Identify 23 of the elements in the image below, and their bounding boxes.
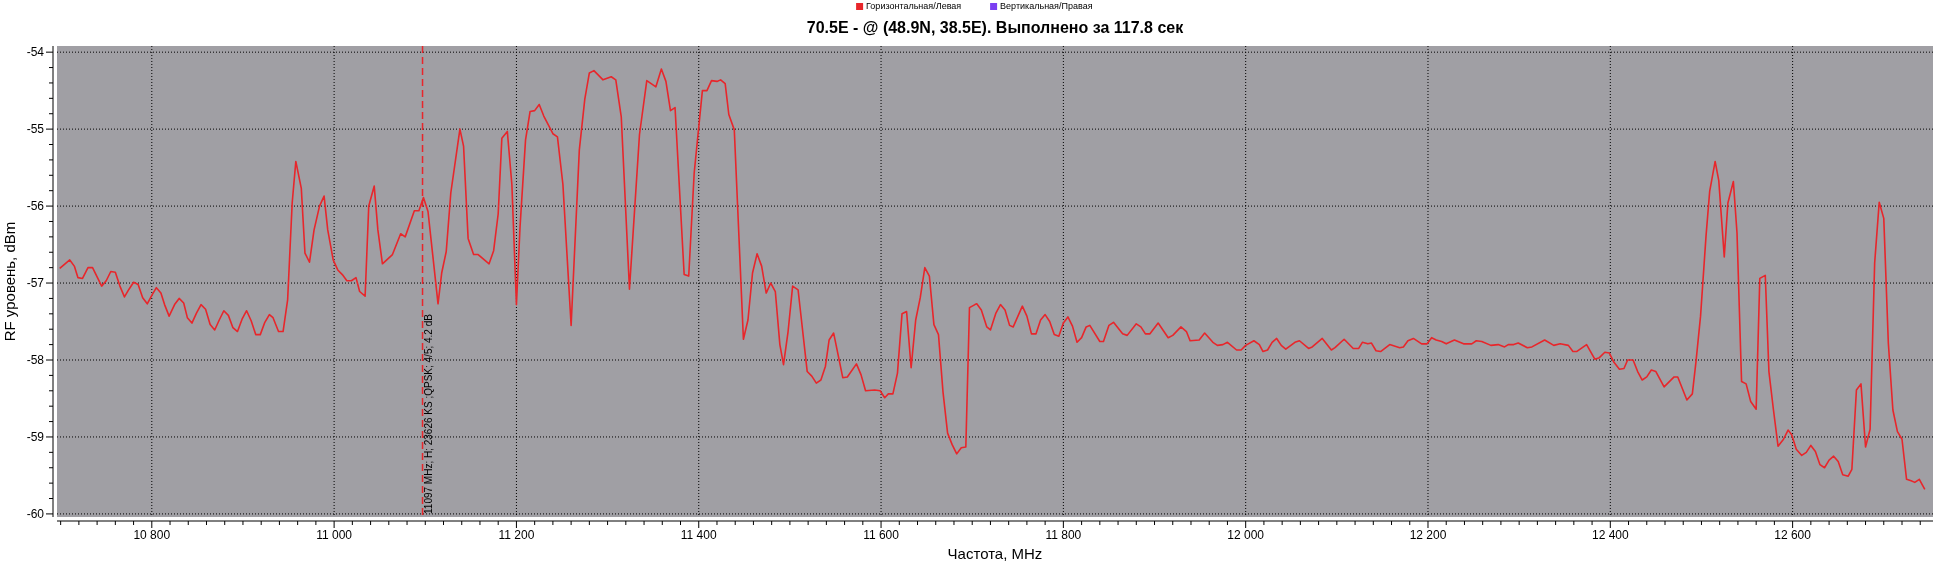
legend-label: Вертикальная/Правая bbox=[1000, 1, 1093, 11]
x-tick-label: 12 400 bbox=[1591, 528, 1629, 542]
y-tick-label: -57 bbox=[26, 276, 45, 291]
y-tick-label: -59 bbox=[26, 429, 45, 444]
x-tick-label: 11 000 bbox=[316, 528, 353, 542]
x-tick-label: 11 200 bbox=[498, 528, 535, 542]
x-tick-label: 12 200 bbox=[1409, 528, 1447, 542]
y-tick-label: -60 bbox=[26, 506, 45, 521]
y-tick-label: -56 bbox=[26, 199, 45, 214]
legend-label: Горизонтальная/Левая bbox=[866, 1, 962, 11]
x-tick-label: 12 000 bbox=[1227, 528, 1265, 542]
ref-line-label: 11097 MHz; H; 23626 KS ;QPSK; 4/5; 4.2 dB bbox=[422, 313, 434, 514]
y-tick-label: -54 bbox=[26, 45, 45, 60]
x-tick-label: 11 600 bbox=[863, 528, 900, 542]
y-axis-title: RF уровень, dBm bbox=[1, 221, 18, 342]
chart-title: 70.5E - @ (48.9N, 38.5E). Выполнено за 117.8 сек bbox=[806, 19, 1185, 36]
x-tick-label: 11 400 bbox=[680, 528, 717, 542]
x-axis-title: Частота, MHz bbox=[947, 545, 1043, 562]
x-tick-label: 12 600 bbox=[1774, 528, 1812, 542]
x-tick-label: 11 800 bbox=[1045, 528, 1082, 542]
x-tick-label: 10 800 bbox=[133, 528, 171, 542]
y-tick-label: -58 bbox=[26, 353, 45, 367]
y-tick-label: -55 bbox=[26, 122, 45, 137]
